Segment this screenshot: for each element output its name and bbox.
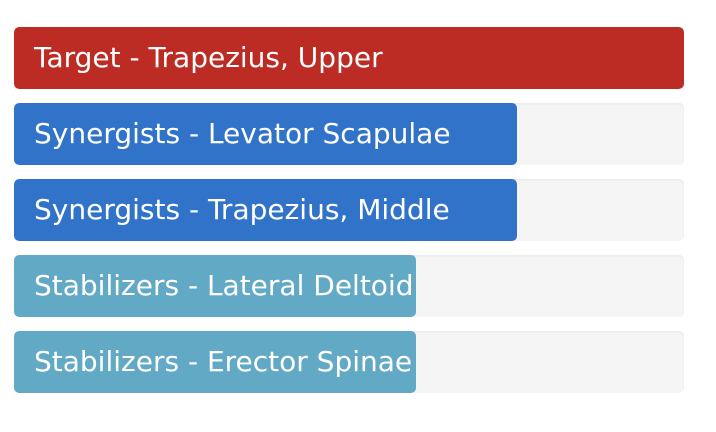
progress-label: Stabilizers - Lateral Deltoid <box>34 269 414 302</box>
progress-bar-synergist-levator-scapulae: Synergists - Levator Scapulae <box>14 103 517 165</box>
progress-track-stabilizer-2: Stabilizers - Erector Spinae <box>14 331 684 393</box>
progress-track-synergist-2: Synergists - Trapezius, Middle <box>14 179 684 241</box>
progress-bar-stabilizer-erector-spinae: Stabilizers - Erector Spinae <box>14 331 416 393</box>
progress-bar-stabilizer-lateral-deltoid: Stabilizers - Lateral Deltoid <box>14 255 416 317</box>
progress-label: Target - Trapezius, Upper <box>34 41 383 74</box>
progress-label: Stabilizers - Erector Spinae <box>34 345 413 378</box>
progress-track-stabilizer-1: Stabilizers - Lateral Deltoid <box>14 255 684 317</box>
progress-bar-synergist-trapezius-middle: Synergists - Trapezius, Middle <box>14 179 517 241</box>
progress-track-target: Target - Trapezius, Upper <box>14 27 684 89</box>
progress-label: Synergists - Trapezius, Middle <box>34 193 450 226</box>
progress-label: Synergists - Levator Scapulae <box>34 117 451 150</box>
muscle-progress-list: Target - Trapezius, Upper Synergists - L… <box>14 27 684 407</box>
progress-track-synergist-1: Synergists - Levator Scapulae <box>14 103 684 165</box>
progress-bar-target-trapezius-upper: Target - Trapezius, Upper <box>14 27 684 89</box>
